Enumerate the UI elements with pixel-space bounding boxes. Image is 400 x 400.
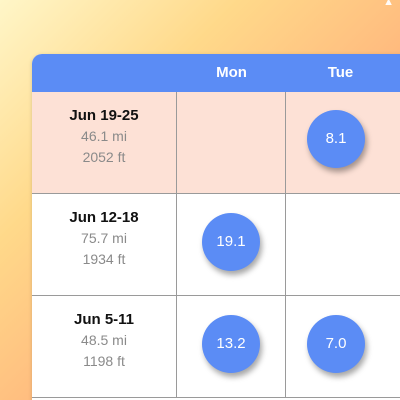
week-range: Jun 19-25 [69,107,139,124]
day-cell-tue [286,194,400,295]
day-cell-tue: 8.1 [286,92,400,193]
day-header-mon: Mon [216,64,247,81]
week-summary-cell[interactable]: Jun 12-18 75.7 mi 1934 ft [32,194,177,295]
activity-bubble[interactable]: 8.1 [307,110,365,168]
day-cell-mon: 19.1 [177,194,286,295]
week-summary-cell[interactable]: Jun 5-11 48.5 mi 1198 ft [32,296,177,397]
week-distance: 48.5 mi [81,332,127,348]
table-header: Mon Tue [32,54,400,92]
week-summary-cell[interactable]: Jun 19-25 46.1 mi 2052 ft [32,92,177,193]
week-row: Jun 12-18 75.7 mi 1934 ft 19.1 [32,194,400,296]
weekly-calendar-table: Mon Tue Jun 19-25 46.1 mi 2052 ft 8.1 Ju… [32,54,400,400]
week-row: Jun 5-11 48.5 mi 1198 ft 13.2 7.0 [32,296,400,398]
activity-bubble[interactable]: 7.0 [307,315,365,373]
week-elevation: 1934 ft [82,251,126,267]
activity-bubble[interactable]: 13.2 [202,315,260,373]
week-row: Jun 19-25 46.1 mi 2052 ft 8.1 [32,92,400,194]
day-header-tue: Tue [327,64,354,81]
week-distance: 75.7 mi [81,230,127,246]
activity-bubble[interactable]: 19.1 [202,213,260,271]
week-distance: 46.1 mi [81,128,127,144]
week-elevation: 1198 ft [83,353,125,369]
week-range: Jun 5-11 [73,311,135,328]
day-cell-mon: 13.2 [177,296,286,397]
week-range: Jun 12-18 [69,209,139,226]
week-elevation: 2052 ft [82,149,126,165]
day-cell-mon [177,92,286,193]
up-arrow-icon: ▲ [383,0,394,8]
day-cell-tue: 7.0 [286,296,400,397]
